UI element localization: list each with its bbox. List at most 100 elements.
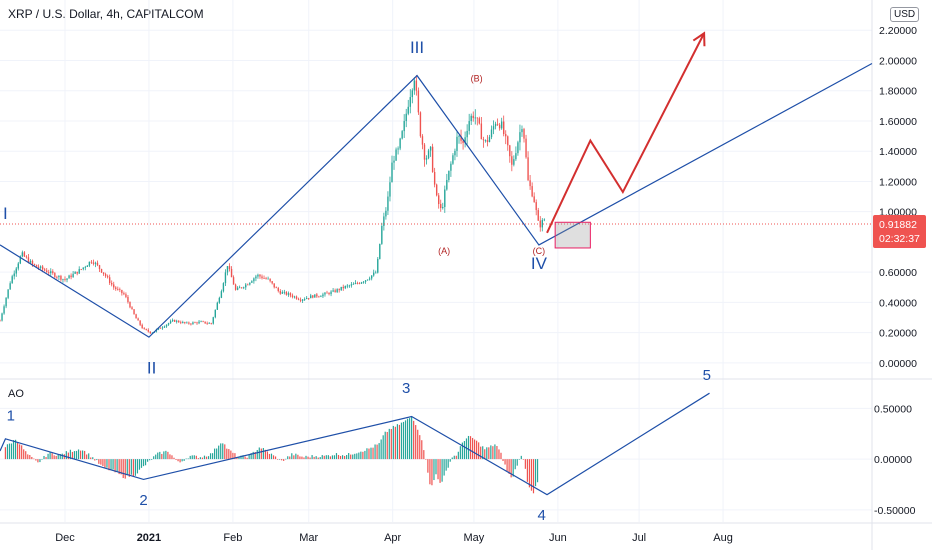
ao-bar: [209, 453, 212, 460]
ao-bar: [333, 455, 336, 460]
ao-bar: [512, 459, 514, 477]
candle-body: [66, 278, 68, 280]
ao-bar: [195, 455, 197, 460]
candle-body: [403, 121, 405, 132]
candle-body: [245, 284, 247, 288]
candle-body: [450, 163, 452, 171]
ao-bar: [242, 455, 244, 460]
candle-body: [271, 281, 273, 284]
candle-body: [346, 285, 349, 287]
ao-bar: [299, 456, 301, 460]
ao-bar: [81, 450, 84, 460]
ao-bar: [323, 455, 325, 460]
ao-bar: [478, 442, 480, 460]
candle-body: [82, 267, 84, 270]
candle-body: [202, 321, 204, 323]
candle-body: [117, 288, 119, 290]
ao-bar: [104, 459, 106, 468]
ao-bar: [352, 454, 354, 460]
ao-bar: [84, 450, 86, 460]
ao-bar: [473, 439, 476, 460]
candle-body: [228, 266, 231, 269]
candle-body: [446, 179, 448, 190]
ao-bar: [463, 441, 466, 460]
candle-body: [535, 202, 537, 211]
ao-bar: [268, 453, 271, 460]
ao-bar: [289, 456, 291, 460]
candle-body: [503, 121, 505, 135]
ao-bar: [67, 452, 69, 460]
ao-bar: [86, 454, 88, 460]
ao-bar: [47, 453, 49, 460]
ao-bar: [43, 455, 45, 460]
ao-bar: [116, 459, 118, 472]
candle-body: [472, 115, 474, 119]
candle-body: [0, 320, 1, 322]
ao-bar: [337, 454, 340, 460]
y-tick-label: 1.60000: [879, 116, 917, 128]
ao-bar: [232, 452, 234, 460]
ao-bar: [151, 459, 153, 460]
candle-body: [531, 186, 533, 197]
ao-bar: [376, 444, 378, 460]
candle-body: [318, 296, 320, 298]
ao-bar: [207, 456, 210, 460]
candle-body: [106, 276, 109, 278]
ao-bar: [313, 456, 315, 460]
sub-wave-label: (C): [533, 246, 546, 256]
ao-bar: [185, 458, 187, 460]
candle-body: [452, 155, 454, 164]
candle-body: [496, 123, 499, 125]
ao-bar: [92, 457, 94, 460]
projection-arrow: [546, 32, 705, 234]
countdown-label: 02:32:37: [879, 233, 920, 245]
candle-body: [54, 273, 56, 277]
ao-bar: [467, 435, 470, 460]
ao-bar: [197, 458, 199, 460]
candle-body: [521, 129, 523, 133]
ao-bar: [374, 444, 376, 460]
wave-label: II: [147, 358, 156, 377]
ao-bar: [205, 456, 208, 460]
candle-body: [423, 144, 426, 160]
candle-body: [377, 258, 379, 273]
x-tick-label: Feb: [223, 532, 242, 544]
candle-body: [265, 278, 267, 279]
candle-body: [529, 180, 531, 187]
candle-body: [399, 138, 401, 149]
candle-body: [224, 272, 227, 284]
candle-body: [9, 283, 11, 290]
candle-body: [27, 257, 30, 263]
ao-bar: [134, 459, 137, 476]
currency-button[interactable]: USD: [890, 7, 920, 22]
ao-bar: [128, 459, 130, 477]
candle-body: [137, 318, 139, 321]
candle-body: [102, 272, 105, 274]
candle-body: [444, 189, 446, 207]
candle-body: [43, 269, 46, 271]
candle-body: [135, 314, 137, 319]
y-tick-label: 2.20000: [879, 25, 917, 37]
candle-body: [131, 307, 133, 310]
x-tick-label: Jul: [632, 532, 646, 544]
candle-body: [147, 329, 149, 332]
candle-body: [186, 322, 188, 324]
ao-bar: [372, 447, 374, 460]
ao-bar: [4, 447, 7, 460]
candle-body: [182, 322, 184, 323]
candle-body: [417, 90, 420, 113]
ao-bar: [350, 454, 352, 460]
candle-body: [113, 284, 115, 288]
candle-body: [23, 252, 26, 257]
ao-bar: [100, 459, 102, 465]
candle-body: [419, 112, 422, 137]
x-tick-label: May: [464, 532, 485, 544]
candle-body: [305, 297, 308, 299]
ao-bar: [518, 459, 520, 460]
ao-bar: [12, 440, 15, 460]
candle-body: [198, 321, 200, 324]
ao-bar: [181, 459, 183, 462]
candle-body: [96, 262, 99, 266]
ao-bar: [459, 446, 461, 460]
